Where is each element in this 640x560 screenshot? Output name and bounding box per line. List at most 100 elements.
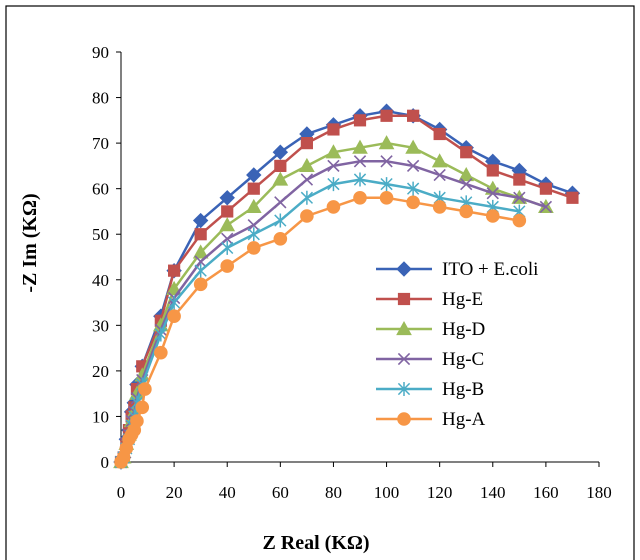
- series-layer: [113, 103, 581, 470]
- data-point: [433, 168, 446, 182]
- data-point: [378, 135, 395, 150]
- data-point: [566, 191, 579, 204]
- data-point: [353, 155, 367, 168]
- x-tick-label: 60: [272, 483, 289, 502]
- data-point: [513, 173, 526, 186]
- x-tick-label: 100: [374, 483, 400, 502]
- legend-item: ITO + E.coli: [376, 259, 538, 280]
- data-point: [130, 414, 144, 428]
- legend: ITO + E.coli Hg-E Hg-D Hg-C Hg-B Hg-A: [376, 259, 538, 430]
- data-point: [247, 182, 260, 195]
- y-tick-label: 20: [92, 362, 109, 381]
- y-tick-label: 90: [92, 43, 109, 62]
- data-point: [327, 123, 340, 136]
- data-point: [221, 240, 234, 255]
- legend-label: Hg-D: [442, 319, 485, 340]
- y-tick-label: 40: [92, 271, 109, 290]
- data-point: [154, 345, 168, 360]
- data-point: [326, 200, 341, 214]
- legend-label: Hg-E: [442, 289, 483, 310]
- data-point: [300, 190, 314, 205]
- data-point: [380, 177, 393, 192]
- data-point: [460, 146, 473, 159]
- data-point: [433, 127, 446, 141]
- data-point: [219, 217, 236, 232]
- y-tick-label: 50: [92, 225, 109, 244]
- data-point: [194, 255, 207, 268]
- legend-marker: [397, 412, 411, 426]
- legend-label: ITO + E.coli: [442, 259, 538, 280]
- x-tick-label: 160: [533, 483, 559, 502]
- data-point: [379, 190, 394, 205]
- data-point: [405, 139, 421, 154]
- legend-item: Hg-A: [376, 409, 486, 430]
- legend-marker: [397, 352, 411, 366]
- data-point: [274, 213, 287, 228]
- data-point: [486, 164, 499, 177]
- x-tick-label: 180: [586, 483, 612, 502]
- data-point: [299, 157, 315, 172]
- data-point: [407, 109, 420, 122]
- y-tick-label: 80: [92, 89, 109, 108]
- series-hg-a: [114, 190, 527, 469]
- data-point: [512, 213, 527, 228]
- data-point: [353, 172, 367, 187]
- x-tick-label: 20: [166, 483, 183, 502]
- y-tick-label: 30: [92, 316, 109, 335]
- data-point: [539, 200, 553, 214]
- x-axis-title: Z Real (KΩ): [262, 532, 369, 554]
- data-point: [192, 212, 209, 229]
- y-tick-label: 10: [92, 407, 109, 426]
- data-point: [352, 139, 368, 154]
- data-point: [486, 187, 499, 200]
- data-point: [167, 309, 181, 324]
- data-point: [194, 263, 207, 278]
- legend-item: Hg-E: [376, 289, 483, 310]
- legend-marker: [397, 382, 411, 396]
- x-tick-label: 80: [325, 483, 342, 502]
- chart-frame: [5, 5, 635, 560]
- data-point: [219, 190, 235, 206]
- data-point: [460, 177, 473, 191]
- axes: 0 10 20 30 40 50 60 70 80 90 0 20 40 60 80 100 120 140 160…: [92, 43, 612, 502]
- data-point: [327, 177, 340, 192]
- data-point: [406, 159, 420, 173]
- y-tick-label: 0: [101, 453, 110, 472]
- legend-item: Hg-D: [376, 319, 485, 340]
- data-point: [300, 137, 313, 150]
- data-point: [193, 277, 208, 292]
- data-point: [431, 153, 448, 168]
- data-point: [272, 144, 289, 160]
- data-point: [273, 231, 288, 246]
- data-point: [135, 400, 150, 415]
- data-point: [247, 227, 260, 242]
- data-point: [246, 167, 262, 183]
- legend-label: Hg-C: [442, 349, 484, 370]
- data-point: [459, 204, 474, 219]
- data-point: [221, 205, 234, 218]
- data-point: [406, 195, 420, 210]
- data-point: [513, 191, 526, 204]
- data-point: [353, 190, 367, 205]
- data-point: [432, 200, 447, 214]
- data-point: [300, 209, 314, 223]
- data-point: [353, 114, 367, 127]
- data-point: [272, 171, 289, 186]
- data-point: [485, 209, 500, 223]
- legend-marker: [397, 292, 411, 306]
- data-point: [194, 228, 207, 241]
- data-point: [327, 159, 340, 173]
- legend-marker: [396, 320, 412, 336]
- data-point: [300, 173, 314, 186]
- data-point: [274, 196, 287, 209]
- legend-label: Hg-B: [442, 379, 484, 400]
- data-point: [168, 264, 181, 277]
- data-point: [274, 159, 287, 172]
- data-point: [167, 295, 181, 310]
- data-point: [380, 155, 393, 168]
- x-tick-label: 40: [219, 483, 236, 502]
- data-point: [154, 327, 167, 342]
- data-point: [246, 241, 261, 255]
- legend-item: Hg-C: [376, 349, 484, 370]
